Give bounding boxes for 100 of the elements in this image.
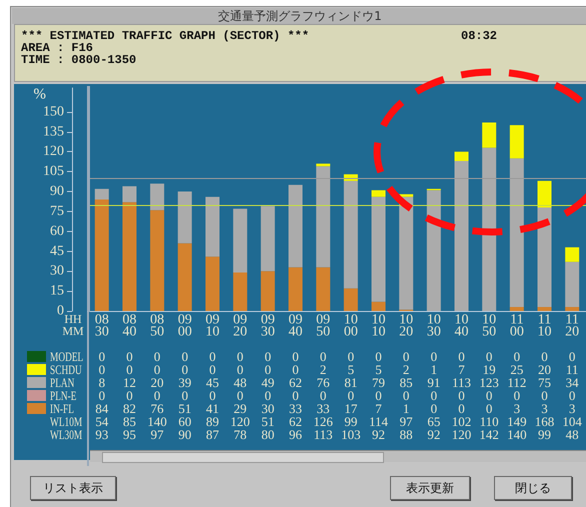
x-tick-label: 09 20 bbox=[233, 312, 248, 340]
data-label: 34 bbox=[564, 375, 580, 390]
data-label: 0 bbox=[208, 388, 217, 403]
data-label: 1 bbox=[402, 401, 410, 416]
data-label: 3 bbox=[540, 401, 549, 416]
text: MM bbox=[61, 324, 85, 338]
data-label: 0 bbox=[291, 362, 300, 377]
text: 140 bbox=[506, 427, 528, 442]
data-label: 45 bbox=[205, 375, 220, 390]
data-label: 0 bbox=[318, 349, 328, 364]
data-label: 0 bbox=[152, 388, 162, 403]
bar bbox=[454, 161, 468, 311]
x-tick-label: 11 20 bbox=[565, 312, 580, 340]
x-tick-label: 09 10 bbox=[206, 312, 220, 340]
data-label: 0 bbox=[457, 349, 466, 364]
text: 96 bbox=[288, 427, 303, 442]
y-tick-label: 0 bbox=[57, 304, 64, 318]
bar bbox=[538, 180, 552, 208]
data-label: 0 bbox=[152, 349, 162, 364]
data-label: 0 bbox=[236, 388, 244, 403]
data-label: 91 bbox=[426, 375, 442, 390]
x-tick-label: 10 40 bbox=[454, 312, 468, 340]
data-label: 0 bbox=[430, 388, 438, 403]
data-label: 62 bbox=[288, 375, 303, 390]
data-label: 5 bbox=[374, 362, 383, 377]
data-label: 82 bbox=[122, 401, 137, 416]
text: 89 bbox=[205, 414, 220, 429]
bar bbox=[372, 302, 386, 311]
data-label: 0 bbox=[318, 388, 328, 403]
text: 08:32 bbox=[461, 29, 498, 43]
data-label: 0 bbox=[457, 388, 466, 403]
text: 110 bbox=[478, 414, 500, 429]
text: 閉じる bbox=[494, 476, 572, 500]
text: 80 bbox=[260, 427, 276, 442]
x-tick-label: 08 40 bbox=[122, 312, 136, 340]
text: 99 bbox=[343, 414, 358, 429]
data-label: 0 bbox=[346, 349, 356, 364]
text: リスト表示 bbox=[30, 476, 116, 500]
x-tick-label: 10 00 bbox=[344, 312, 358, 340]
data-label: 0 bbox=[402, 388, 410, 403]
text: 表示更新 bbox=[390, 476, 470, 500]
bar bbox=[316, 164, 330, 166]
data-label: 0 bbox=[512, 349, 522, 364]
data-label: 76 bbox=[150, 401, 165, 416]
data-label: 0 bbox=[180, 349, 190, 364]
bar bbox=[482, 148, 496, 311]
data-label: 20 bbox=[150, 375, 165, 390]
text: HH bbox=[64, 312, 82, 326]
x-tick-label: 08 30 bbox=[94, 312, 109, 340]
bar bbox=[206, 256, 220, 311]
text: AREA : F16 bbox=[21, 41, 94, 55]
text: 103 bbox=[340, 427, 362, 442]
text: TIME : 0800-1350 bbox=[21, 53, 136, 67]
bar bbox=[94, 188, 109, 200]
text: 90 bbox=[177, 427, 192, 442]
text: 85 bbox=[122, 414, 137, 429]
text: 93 bbox=[94, 427, 110, 442]
text: 102 bbox=[450, 414, 472, 429]
x-tick-label: 10 30 bbox=[426, 312, 441, 340]
data-label: 0 bbox=[484, 349, 494, 364]
bar bbox=[482, 122, 496, 148]
chart-title: 交通量予測グラフウィンドウ1 bbox=[12, 8, 586, 24]
text: 65 bbox=[426, 414, 442, 429]
x-tick-label: 09 00 bbox=[178, 312, 192, 340]
legend-label: SCHDU bbox=[50, 362, 82, 377]
text: 113 bbox=[312, 427, 334, 442]
data-label: 75 bbox=[537, 375, 552, 390]
bar bbox=[565, 247, 580, 262]
bar bbox=[122, 186, 136, 202]
y-tick-label: 120 bbox=[43, 144, 64, 160]
data-label: 5 bbox=[346, 362, 356, 377]
data-label: 0 bbox=[540, 349, 549, 364]
bar bbox=[344, 180, 358, 288]
x-tick-label: 09 50 bbox=[316, 312, 330, 340]
legend-label: PLAN bbox=[50, 375, 74, 390]
text: 168 bbox=[534, 414, 556, 429]
data-label: 0 bbox=[484, 388, 494, 403]
data-label: 0 bbox=[125, 388, 134, 403]
data-label: 0 bbox=[236, 349, 244, 364]
data-label: 0 bbox=[125, 362, 134, 377]
data-label: 0 bbox=[98, 362, 106, 377]
bar bbox=[538, 307, 552, 311]
y-tick-label: 15 bbox=[50, 284, 64, 299]
data-label: 113 bbox=[450, 375, 472, 390]
y-tick-label: 135 bbox=[43, 124, 64, 140]
bar bbox=[372, 190, 386, 197]
data-label: 2 bbox=[318, 362, 328, 377]
data-label: 41 bbox=[205, 401, 220, 416]
data-label: 0 bbox=[125, 349, 134, 364]
text: 92 bbox=[426, 427, 442, 442]
text: 97 bbox=[398, 414, 414, 429]
data-label: 0 bbox=[430, 401, 438, 416]
text: 48 bbox=[564, 427, 580, 442]
bar bbox=[233, 272, 248, 311]
x-tick-label: 09 30 bbox=[260, 312, 275, 340]
data-label: 0 bbox=[264, 349, 272, 364]
data-label: 17 bbox=[343, 401, 358, 416]
data-label: 49 bbox=[260, 375, 276, 390]
bar bbox=[426, 190, 441, 311]
bar bbox=[233, 208, 248, 273]
